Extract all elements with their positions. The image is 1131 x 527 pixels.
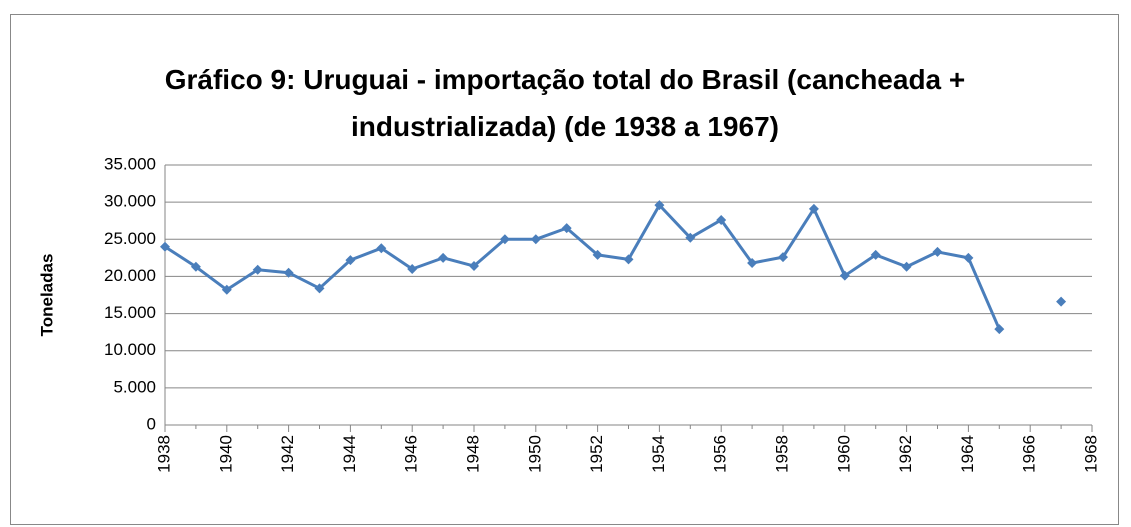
- x-tick-label: 1962: [896, 435, 915, 473]
- series-line: [165, 205, 1061, 329]
- data-point: [870, 249, 881, 260]
- y-tick-label: 5.000: [113, 377, 156, 396]
- data-point: [685, 232, 696, 243]
- data-point: [469, 261, 479, 272]
- x-tick-label: 1964: [958, 435, 977, 473]
- data-point: [561, 223, 572, 234]
- data-point: [530, 234, 541, 245]
- x-tick-label: 1940: [216, 435, 235, 473]
- data-point: [592, 249, 603, 260]
- x-tick-label: 1956: [711, 435, 730, 473]
- y-tick-label: 25.000: [104, 229, 156, 248]
- data-point: [963, 252, 974, 263]
- x-tick-label: 1946: [402, 435, 421, 473]
- x-tick-label: 1948: [463, 435, 482, 473]
- data-point: [747, 258, 758, 269]
- y-axis-label: Toneladas: [37, 254, 56, 337]
- data-point: [160, 241, 170, 252]
- x-tick-label: 1952: [587, 435, 606, 473]
- data-point: [345, 255, 356, 266]
- x-tick-label: 1968: [1081, 435, 1100, 473]
- chart-frame: [10, 14, 1119, 525]
- data-point: [376, 243, 387, 254]
- x-tick-label: 1950: [525, 435, 544, 473]
- y-tick-label: 35.000: [104, 154, 156, 173]
- chart-title: Gráfico 9: Uruguai - importação total do…: [164, 64, 966, 142]
- data-point: [839, 270, 850, 281]
- data-point: [252, 264, 263, 275]
- data-point: [221, 284, 232, 295]
- data-point: [808, 203, 819, 214]
- data-point: [623, 254, 634, 265]
- y-tick-label: 15.000: [104, 303, 156, 322]
- y-tick-label: 20.000: [104, 266, 156, 285]
- x-tick-label: 1958: [772, 435, 791, 473]
- data-point: [1056, 296, 1067, 307]
- data-point: [314, 283, 325, 294]
- data-point: [407, 264, 418, 274]
- data-point: [283, 267, 294, 278]
- data-point: [716, 214, 727, 225]
- data-point: [901, 261, 912, 272]
- x-tick-label: 1966: [1020, 435, 1039, 473]
- data-point: [438, 252, 449, 263]
- x-tick-label: 1944: [340, 435, 359, 473]
- x-tick-label: 1954: [649, 435, 668, 473]
- data-point: [778, 252, 788, 263]
- y-tick-label: 0: [147, 414, 156, 433]
- y-tick-label: 10.000: [104, 340, 156, 359]
- data-point: [499, 234, 510, 245]
- x-tick-label: 1942: [278, 435, 297, 473]
- x-tick-label: 1960: [834, 435, 853, 473]
- y-tick-label: 30.000: [104, 192, 156, 211]
- data-point: [654, 200, 665, 211]
- data-point: [190, 261, 201, 272]
- x-tick-label: 1938: [154, 435, 173, 473]
- data-point: [932, 246, 943, 257]
- data-point: [994, 324, 1005, 335]
